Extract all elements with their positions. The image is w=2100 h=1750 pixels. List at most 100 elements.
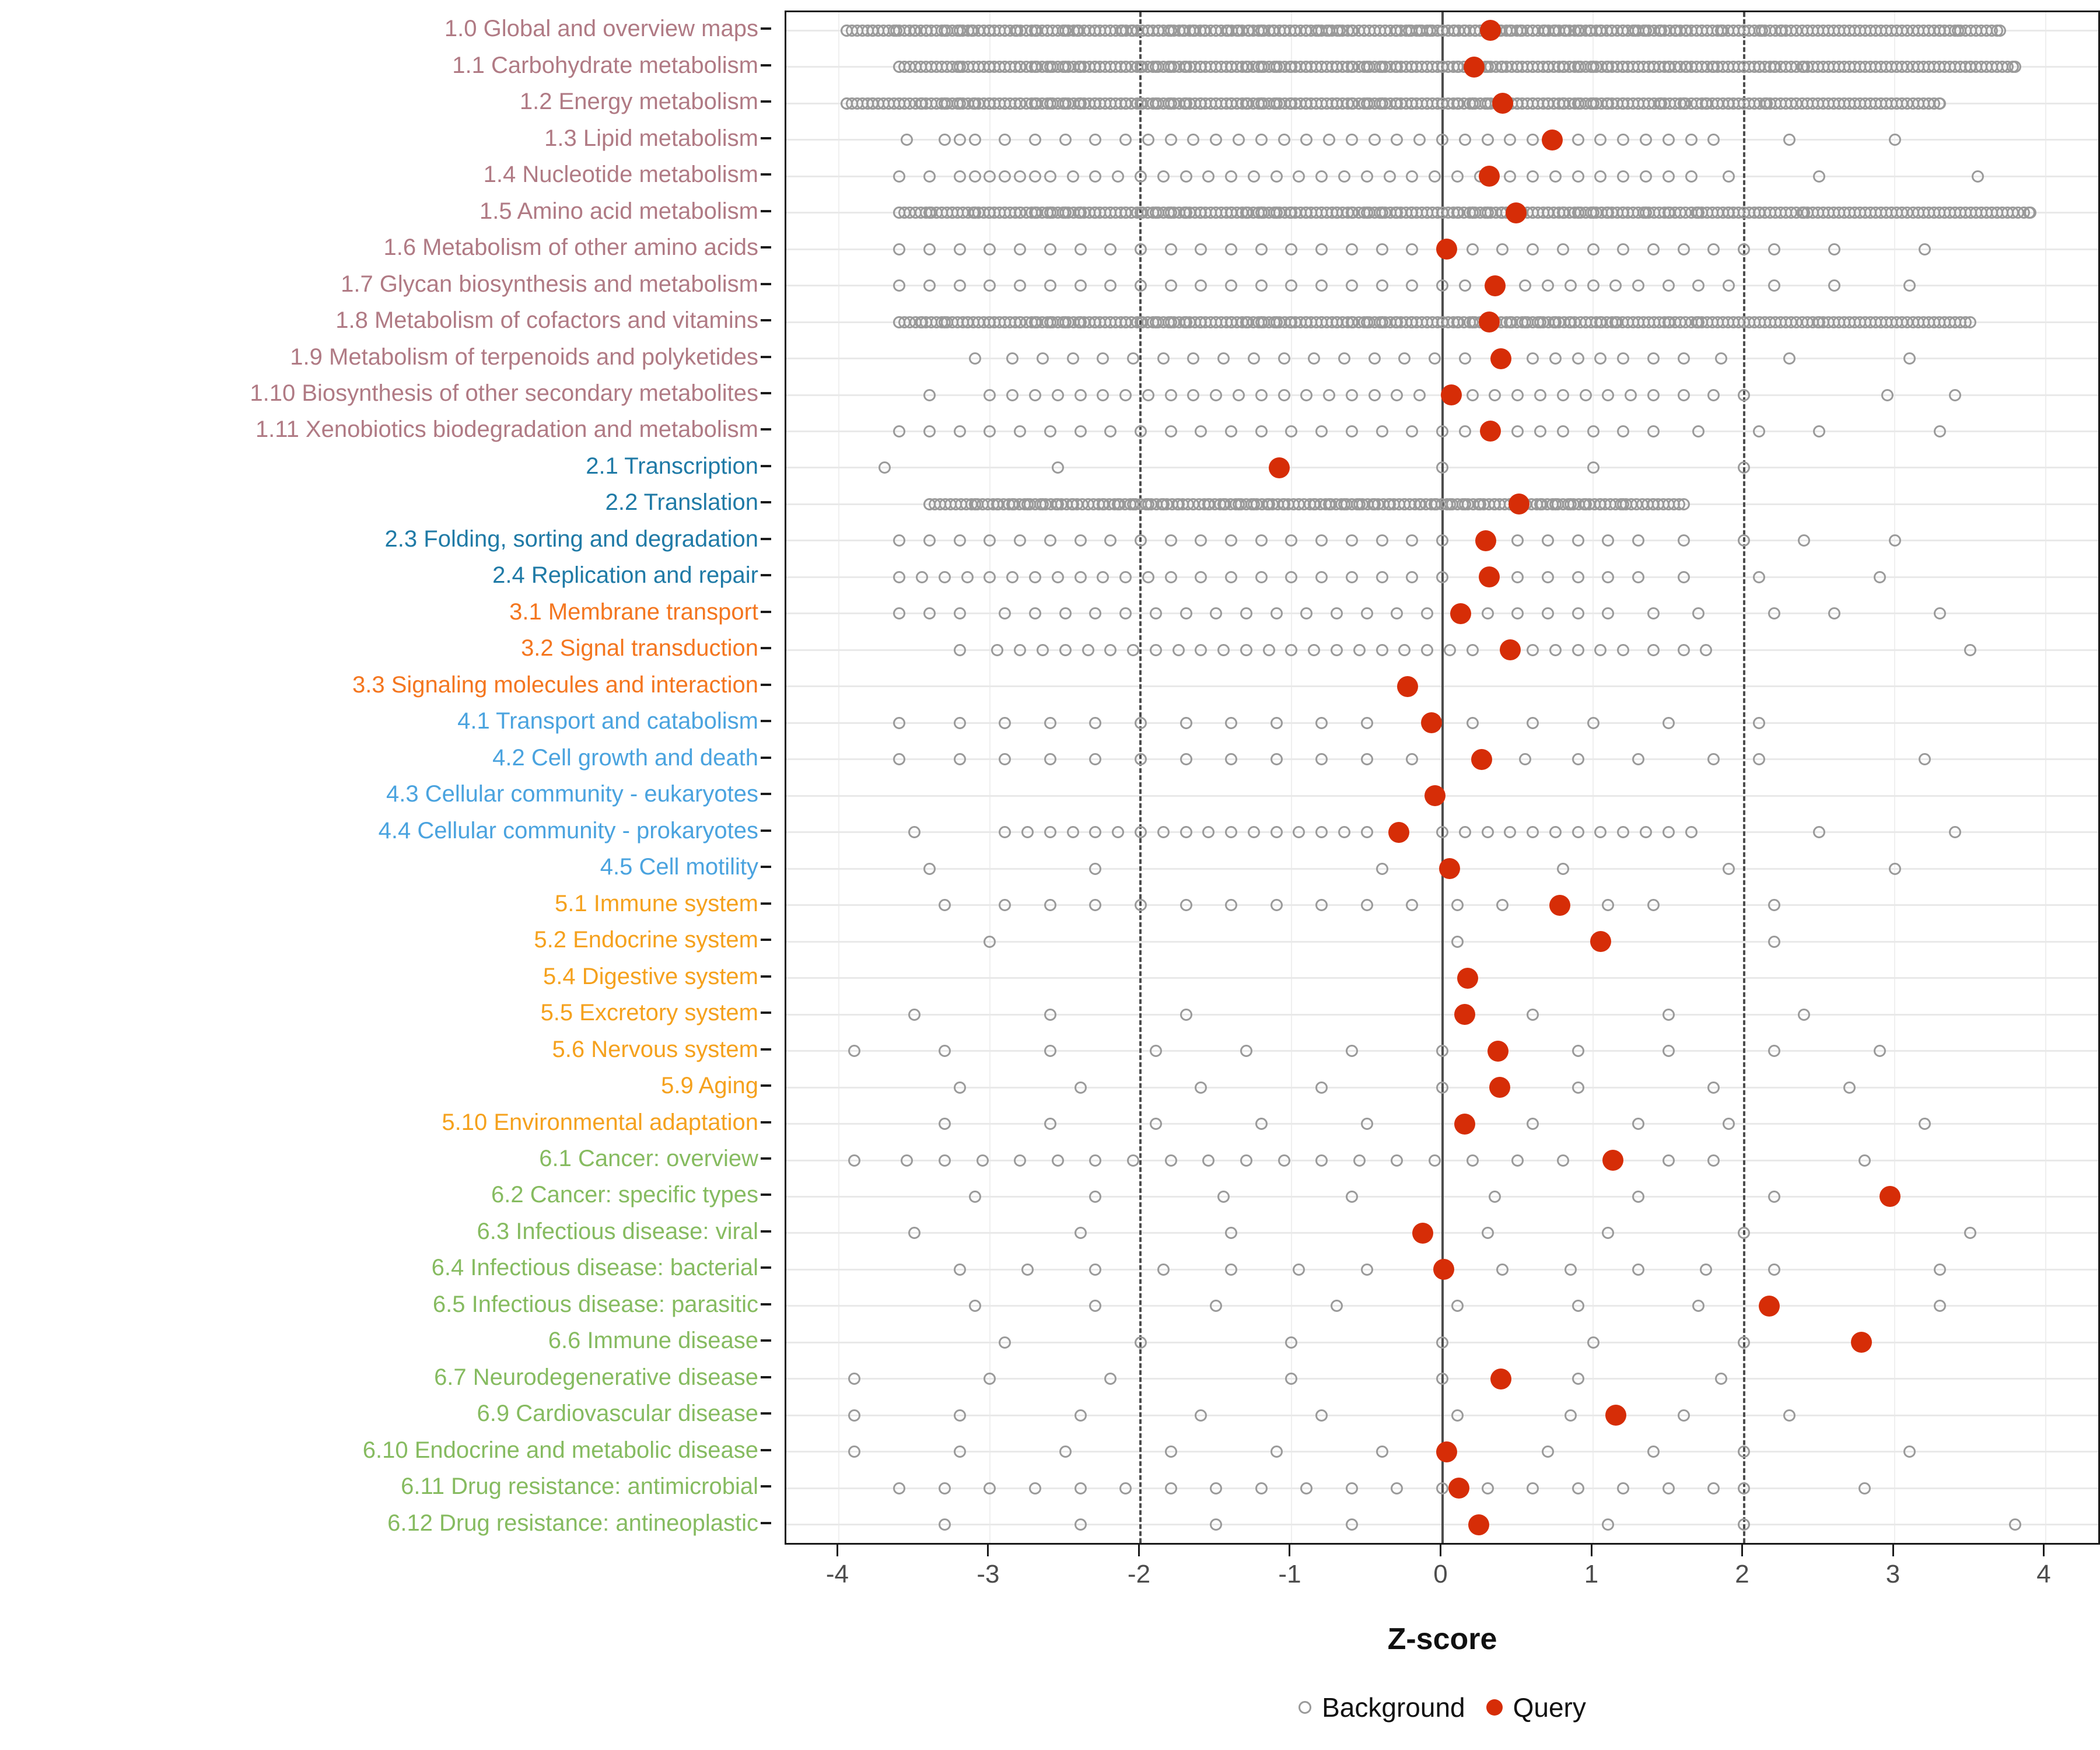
query-point[interactable] — [1436, 239, 1458, 260]
background-point — [1451, 935, 1464, 948]
query-point[interactable] — [1454, 1004, 1476, 1026]
query-point[interactable] — [1478, 312, 1500, 333]
query-point[interactable] — [1475, 530, 1497, 551]
query-point[interactable] — [1439, 858, 1461, 880]
background-point — [1617, 134, 1630, 146]
background-point — [1315, 1081, 1328, 1094]
query-point[interactable] — [1424, 785, 1446, 807]
query-point[interactable] — [1397, 676, 1419, 697]
background-point — [938, 899, 951, 912]
background-point — [1948, 388, 1961, 401]
background-point — [1240, 607, 1252, 620]
background-point — [1572, 352, 1584, 365]
background-point — [984, 570, 996, 583]
query-point[interactable] — [1454, 1113, 1476, 1135]
background-point — [1738, 1446, 1750, 1458]
background-point — [1685, 826, 1698, 839]
background-point — [1662, 826, 1675, 839]
background-point — [1768, 1190, 1780, 1203]
query-point[interactable] — [1433, 1259, 1455, 1280]
background-point — [1089, 607, 1102, 620]
background-point — [1112, 170, 1125, 183]
query-point[interactable] — [1499, 639, 1521, 661]
query-point[interactable] — [1851, 1332, 1873, 1353]
query-point[interactable] — [1549, 894, 1571, 916]
background-point — [1285, 643, 1298, 656]
background-point — [1587, 1336, 1600, 1349]
background-point — [1360, 753, 1373, 766]
background-point — [1752, 425, 1765, 438]
query-point[interactable] — [1480, 421, 1502, 442]
query-point[interactable] — [1602, 1150, 1623, 1171]
legend-item-background[interactable]: Background — [1298, 1692, 1465, 1723]
query-point[interactable] — [1450, 603, 1471, 624]
query-point[interactable] — [1436, 1441, 1458, 1462]
query-point[interactable] — [1506, 202, 1527, 223]
query-point[interactable] — [1463, 56, 1485, 78]
reference-line-0 — [1441, 12, 1444, 1543]
x-axis-tick — [1440, 1545, 1441, 1556]
query-point[interactable] — [1590, 931, 1611, 953]
background-point — [1345, 1190, 1358, 1203]
background-point — [1255, 1118, 1268, 1130]
background-point — [1934, 607, 1947, 620]
query-point[interactable] — [1421, 712, 1443, 734]
background-point — [1345, 1482, 1358, 1494]
background-point — [1496, 1263, 1509, 1276]
background-point — [1195, 570, 1208, 583]
background-point — [1331, 1300, 1343, 1312]
background-point — [1089, 170, 1102, 183]
legend-item-query[interactable]: Query — [1486, 1692, 1586, 1723]
query-point[interactable] — [1605, 1405, 1626, 1426]
query-point[interactable] — [1269, 457, 1290, 478]
background-point — [1594, 170, 1607, 183]
query-point[interactable] — [1542, 129, 1563, 150]
query-point[interactable] — [1412, 1222, 1433, 1244]
query-point[interactable] — [1508, 494, 1530, 515]
background-point — [1391, 1154, 1404, 1167]
y-axis-tick — [761, 537, 771, 540]
y-axis-label: 3.3 Signaling molecules and interaction — [352, 671, 758, 698]
query-point[interactable] — [1492, 93, 1513, 114]
background-point — [1368, 134, 1381, 146]
query-point[interactable] — [1490, 348, 1512, 369]
background-point — [1768, 279, 1780, 292]
background-point — [1255, 279, 1268, 292]
query-point[interactable] — [1484, 275, 1506, 296]
query-point[interactable] — [1471, 748, 1492, 770]
background-point — [1255, 425, 1268, 438]
query-point[interactable] — [1480, 20, 1502, 41]
background-point — [1798, 534, 1811, 547]
background-point — [1959, 316, 1972, 328]
background-point — [1723, 1118, 1735, 1130]
background-point — [1383, 170, 1396, 183]
y-axis-label: 5.6 Nervous system — [552, 1036, 758, 1062]
background-point — [953, 243, 966, 256]
query-point[interactable] — [1468, 1514, 1489, 1535]
background-point — [1564, 1263, 1577, 1276]
background-point — [976, 1154, 989, 1167]
query-point[interactable] — [1490, 1368, 1512, 1390]
query-point[interactable] — [1388, 821, 1409, 843]
background-point — [1315, 170, 1328, 183]
background-point — [1051, 570, 1064, 583]
query-point[interactable] — [1441, 384, 1462, 405]
query-point[interactable] — [1488, 1040, 1509, 1062]
background-point — [1164, 1446, 1177, 1458]
background-point — [1662, 716, 1675, 729]
background-point — [1262, 643, 1275, 656]
background-point — [1014, 425, 1027, 438]
background-point — [953, 753, 966, 766]
query-point[interactable] — [1489, 1077, 1510, 1098]
query-point[interactable] — [1478, 166, 1500, 187]
background-point — [1752, 716, 1765, 729]
background-point — [1527, 716, 1539, 729]
query-point[interactable] — [1457, 967, 1479, 989]
background-point — [1511, 425, 1524, 438]
background-point — [1527, 826, 1539, 839]
background-point — [1572, 607, 1584, 620]
query-point[interactable] — [1759, 1295, 1780, 1317]
query-point[interactable] — [1478, 566, 1500, 588]
query-point[interactable] — [1880, 1186, 1901, 1208]
query-point[interactable] — [1448, 1478, 1469, 1499]
